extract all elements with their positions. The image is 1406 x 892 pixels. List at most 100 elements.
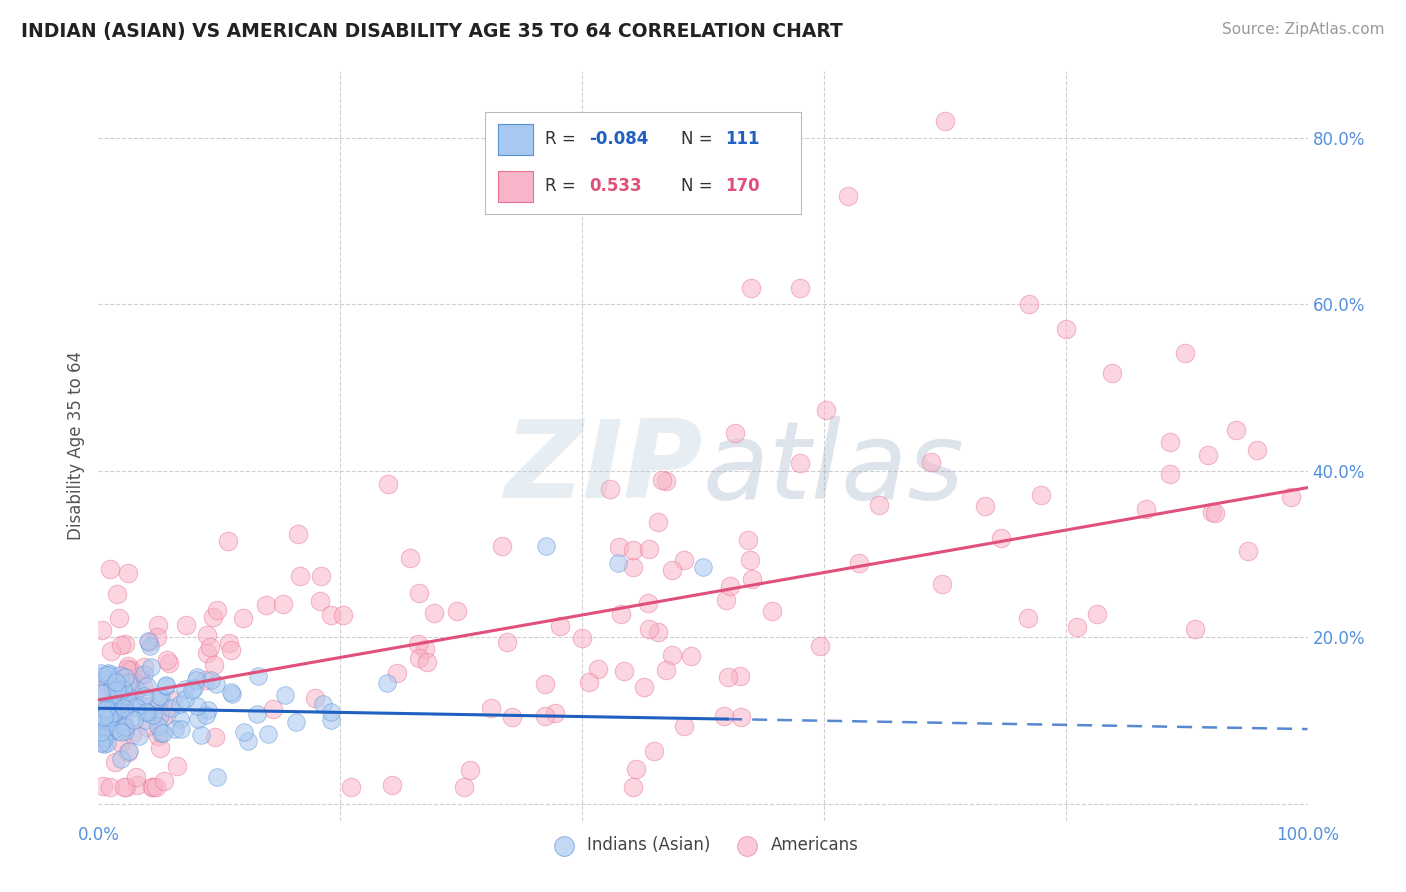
Point xyxy=(90,701,112,715)
Point xyxy=(124,699,146,714)
Point xyxy=(990,531,1012,545)
Point xyxy=(219,685,242,699)
Point xyxy=(204,677,226,691)
Point xyxy=(190,728,212,742)
Point xyxy=(91,779,114,793)
Point xyxy=(91,715,114,730)
Point xyxy=(738,553,761,567)
Point xyxy=(101,680,124,694)
Point xyxy=(132,689,155,703)
Point xyxy=(257,727,280,741)
Point xyxy=(633,680,655,694)
Point xyxy=(103,693,125,707)
Point xyxy=(332,607,354,622)
Point xyxy=(155,708,177,723)
Point xyxy=(110,638,132,652)
Point xyxy=(90,686,112,700)
Text: ZIP: ZIP xyxy=(505,416,703,522)
Point xyxy=(91,709,114,723)
Point xyxy=(479,701,502,715)
Point xyxy=(1197,448,1219,462)
Point xyxy=(194,673,217,687)
Point xyxy=(103,696,125,710)
Point xyxy=(118,665,141,679)
Point xyxy=(110,667,132,681)
Bar xyxy=(498,124,533,154)
Point xyxy=(458,763,481,777)
Point xyxy=(152,726,174,740)
Point xyxy=(285,715,308,730)
Point xyxy=(578,675,600,690)
Point xyxy=(90,666,112,681)
Point xyxy=(1246,442,1268,457)
Text: atlas: atlas xyxy=(703,416,965,521)
Point xyxy=(453,780,475,795)
Point xyxy=(139,659,162,673)
Point xyxy=(1236,544,1258,558)
Point xyxy=(238,734,260,748)
Point xyxy=(1101,366,1123,380)
Point xyxy=(737,533,759,548)
Point xyxy=(105,587,128,601)
Bar xyxy=(498,171,533,202)
Point xyxy=(714,592,737,607)
Point xyxy=(103,673,125,687)
Point xyxy=(104,755,127,769)
Point xyxy=(136,633,159,648)
Point xyxy=(406,637,429,651)
Point xyxy=(157,657,180,671)
Point xyxy=(150,726,173,740)
Point xyxy=(122,686,145,700)
Point xyxy=(186,698,208,713)
Point xyxy=(187,712,209,726)
Point xyxy=(117,659,139,673)
Point xyxy=(98,667,121,681)
Point xyxy=(155,679,177,693)
Point xyxy=(155,678,177,692)
Point xyxy=(117,689,139,703)
Point xyxy=(288,569,311,583)
Point xyxy=(136,679,159,693)
Point xyxy=(692,559,714,574)
Point xyxy=(136,721,159,735)
Point xyxy=(96,736,118,750)
Legend: Indians (Asian), Americans: Indians (Asian), Americans xyxy=(541,830,865,861)
Point xyxy=(138,635,160,649)
Point xyxy=(136,706,159,721)
Point xyxy=(408,651,430,665)
Point xyxy=(146,617,169,632)
Point xyxy=(534,539,557,553)
Point xyxy=(262,702,284,716)
Point xyxy=(132,680,155,694)
Point xyxy=(120,663,142,677)
Point xyxy=(638,623,661,637)
Point xyxy=(271,598,294,612)
Point xyxy=(1135,502,1157,516)
Point xyxy=(170,722,193,736)
Point xyxy=(586,662,609,676)
Point xyxy=(93,710,115,724)
Point xyxy=(101,708,124,723)
Point xyxy=(101,723,124,738)
Point xyxy=(219,643,242,657)
Point xyxy=(398,551,420,566)
Point xyxy=(125,697,148,711)
Point xyxy=(96,668,118,682)
Point xyxy=(647,516,669,530)
Point xyxy=(166,759,188,773)
Point xyxy=(122,713,145,727)
Point xyxy=(321,713,343,727)
Point xyxy=(112,682,135,697)
Text: INDIAN (ASIAN) VS AMERICAN DISABILITY AGE 35 TO 64 CORRELATION CHART: INDIAN (ASIAN) VS AMERICAN DISABILITY AG… xyxy=(21,22,844,41)
Point xyxy=(114,723,136,738)
Point xyxy=(643,744,665,758)
Point xyxy=(148,708,170,723)
Point xyxy=(610,607,633,622)
Point xyxy=(1204,506,1226,520)
Point xyxy=(112,700,135,714)
Point xyxy=(94,702,117,716)
Point xyxy=(110,724,132,739)
Point xyxy=(673,719,696,733)
Point xyxy=(717,670,740,684)
Point xyxy=(381,778,404,792)
